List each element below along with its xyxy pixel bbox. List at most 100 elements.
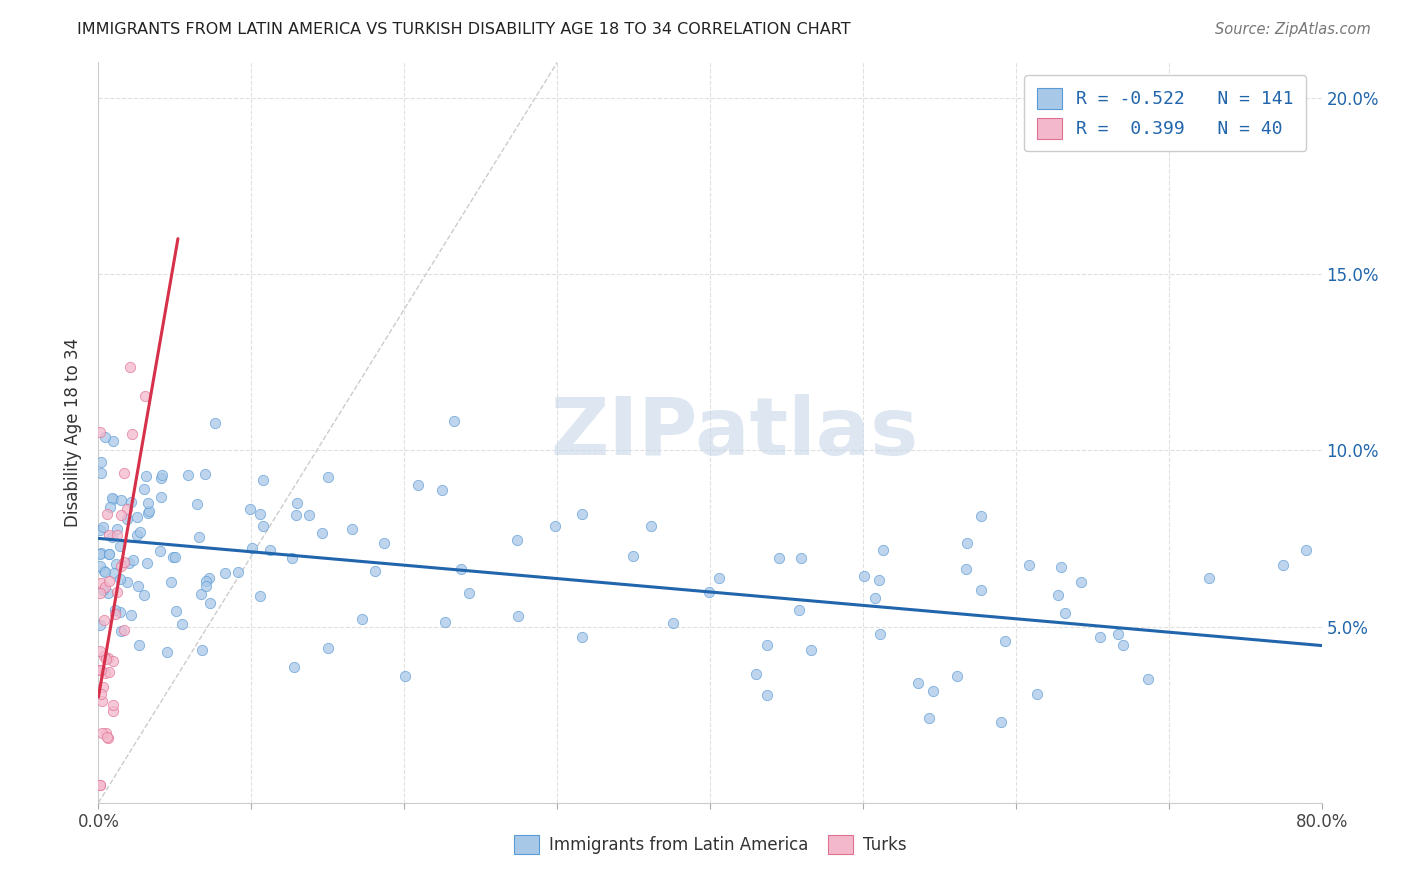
Point [90,466,112,480]
Point [195,574,218,588]
Point [156,645,179,659]
Point [198,597,221,611]
Point [105,585,128,599]
Point [101,654,124,668]
Point [110,508,132,522]
Point [697,585,720,599]
Point [756,638,779,652]
Point [1198,571,1220,585]
Legend: Immigrants from Latin America, Turks: Immigrants from Latin America, Turks [508,829,912,861]
Point [97,731,120,745]
Point [101,530,124,544]
Point [150,467,173,482]
Point [90,694,112,708]
Point [868,573,890,587]
Point [165,550,187,565]
Point [197,571,219,585]
Point [1018,558,1040,573]
Point [90,546,112,560]
Point [430,483,453,497]
Point [149,490,172,504]
Point [281,551,304,566]
Point [89,643,111,657]
Y-axis label: Disability Age 18 to 34: Disability Age 18 to 34 [65,338,83,527]
Point [1112,639,1135,653]
Point [1295,542,1317,557]
Point [1070,575,1092,590]
Point [90,455,112,469]
Point [443,414,465,428]
Point [249,507,271,521]
Point [238,501,260,516]
Point [93,613,115,627]
Point [165,605,187,619]
Point [89,547,111,561]
Point [89,778,111,792]
Point [745,667,768,681]
Point [90,575,112,590]
Point [571,507,593,521]
Point [1046,588,1069,602]
Point [872,542,894,557]
Point [1054,606,1077,620]
Point [252,473,274,487]
Point [132,483,155,497]
Point [1088,630,1111,644]
Point [90,663,112,677]
Point [104,607,127,622]
Point [162,549,184,564]
Point [956,536,979,550]
Point [121,426,143,441]
Point [373,536,395,550]
Point [1271,558,1294,573]
Point [129,524,152,539]
Point [94,725,117,739]
Point [259,542,281,557]
Point [128,638,150,652]
Point [122,553,145,567]
Point [994,634,1017,648]
Point [457,586,479,600]
Point [108,605,131,619]
Point [149,543,172,558]
Point [970,582,993,597]
Point [110,493,132,508]
Point [103,566,125,581]
Point [93,583,115,598]
Point [1107,627,1129,641]
Point [134,389,156,403]
Point [89,778,111,792]
Point [394,669,416,683]
Point [191,643,214,657]
Point [214,566,236,581]
Point [177,467,200,482]
Point [433,615,456,630]
Point [108,539,131,553]
Point [450,562,472,576]
Point [852,569,875,583]
Point [204,416,226,430]
Point [869,627,891,641]
Point [89,618,111,632]
Point [135,468,157,483]
Point [98,547,121,561]
Text: ZIPatlas: ZIPatlas [550,393,918,472]
Point [194,467,217,481]
Point [406,478,429,492]
Point [94,580,117,594]
Point [240,541,263,556]
Point [98,500,121,514]
Point [94,666,117,681]
Point [970,508,993,523]
Point [506,608,529,623]
Text: Source: ZipAtlas.com: Source: ZipAtlas.com [1215,22,1371,37]
Point [98,665,121,679]
Point [800,642,823,657]
Point [98,574,121,588]
Point [186,497,208,511]
Point [120,608,142,623]
Point [89,524,111,538]
Point [115,501,138,516]
Point [127,510,149,524]
Point [110,558,132,573]
